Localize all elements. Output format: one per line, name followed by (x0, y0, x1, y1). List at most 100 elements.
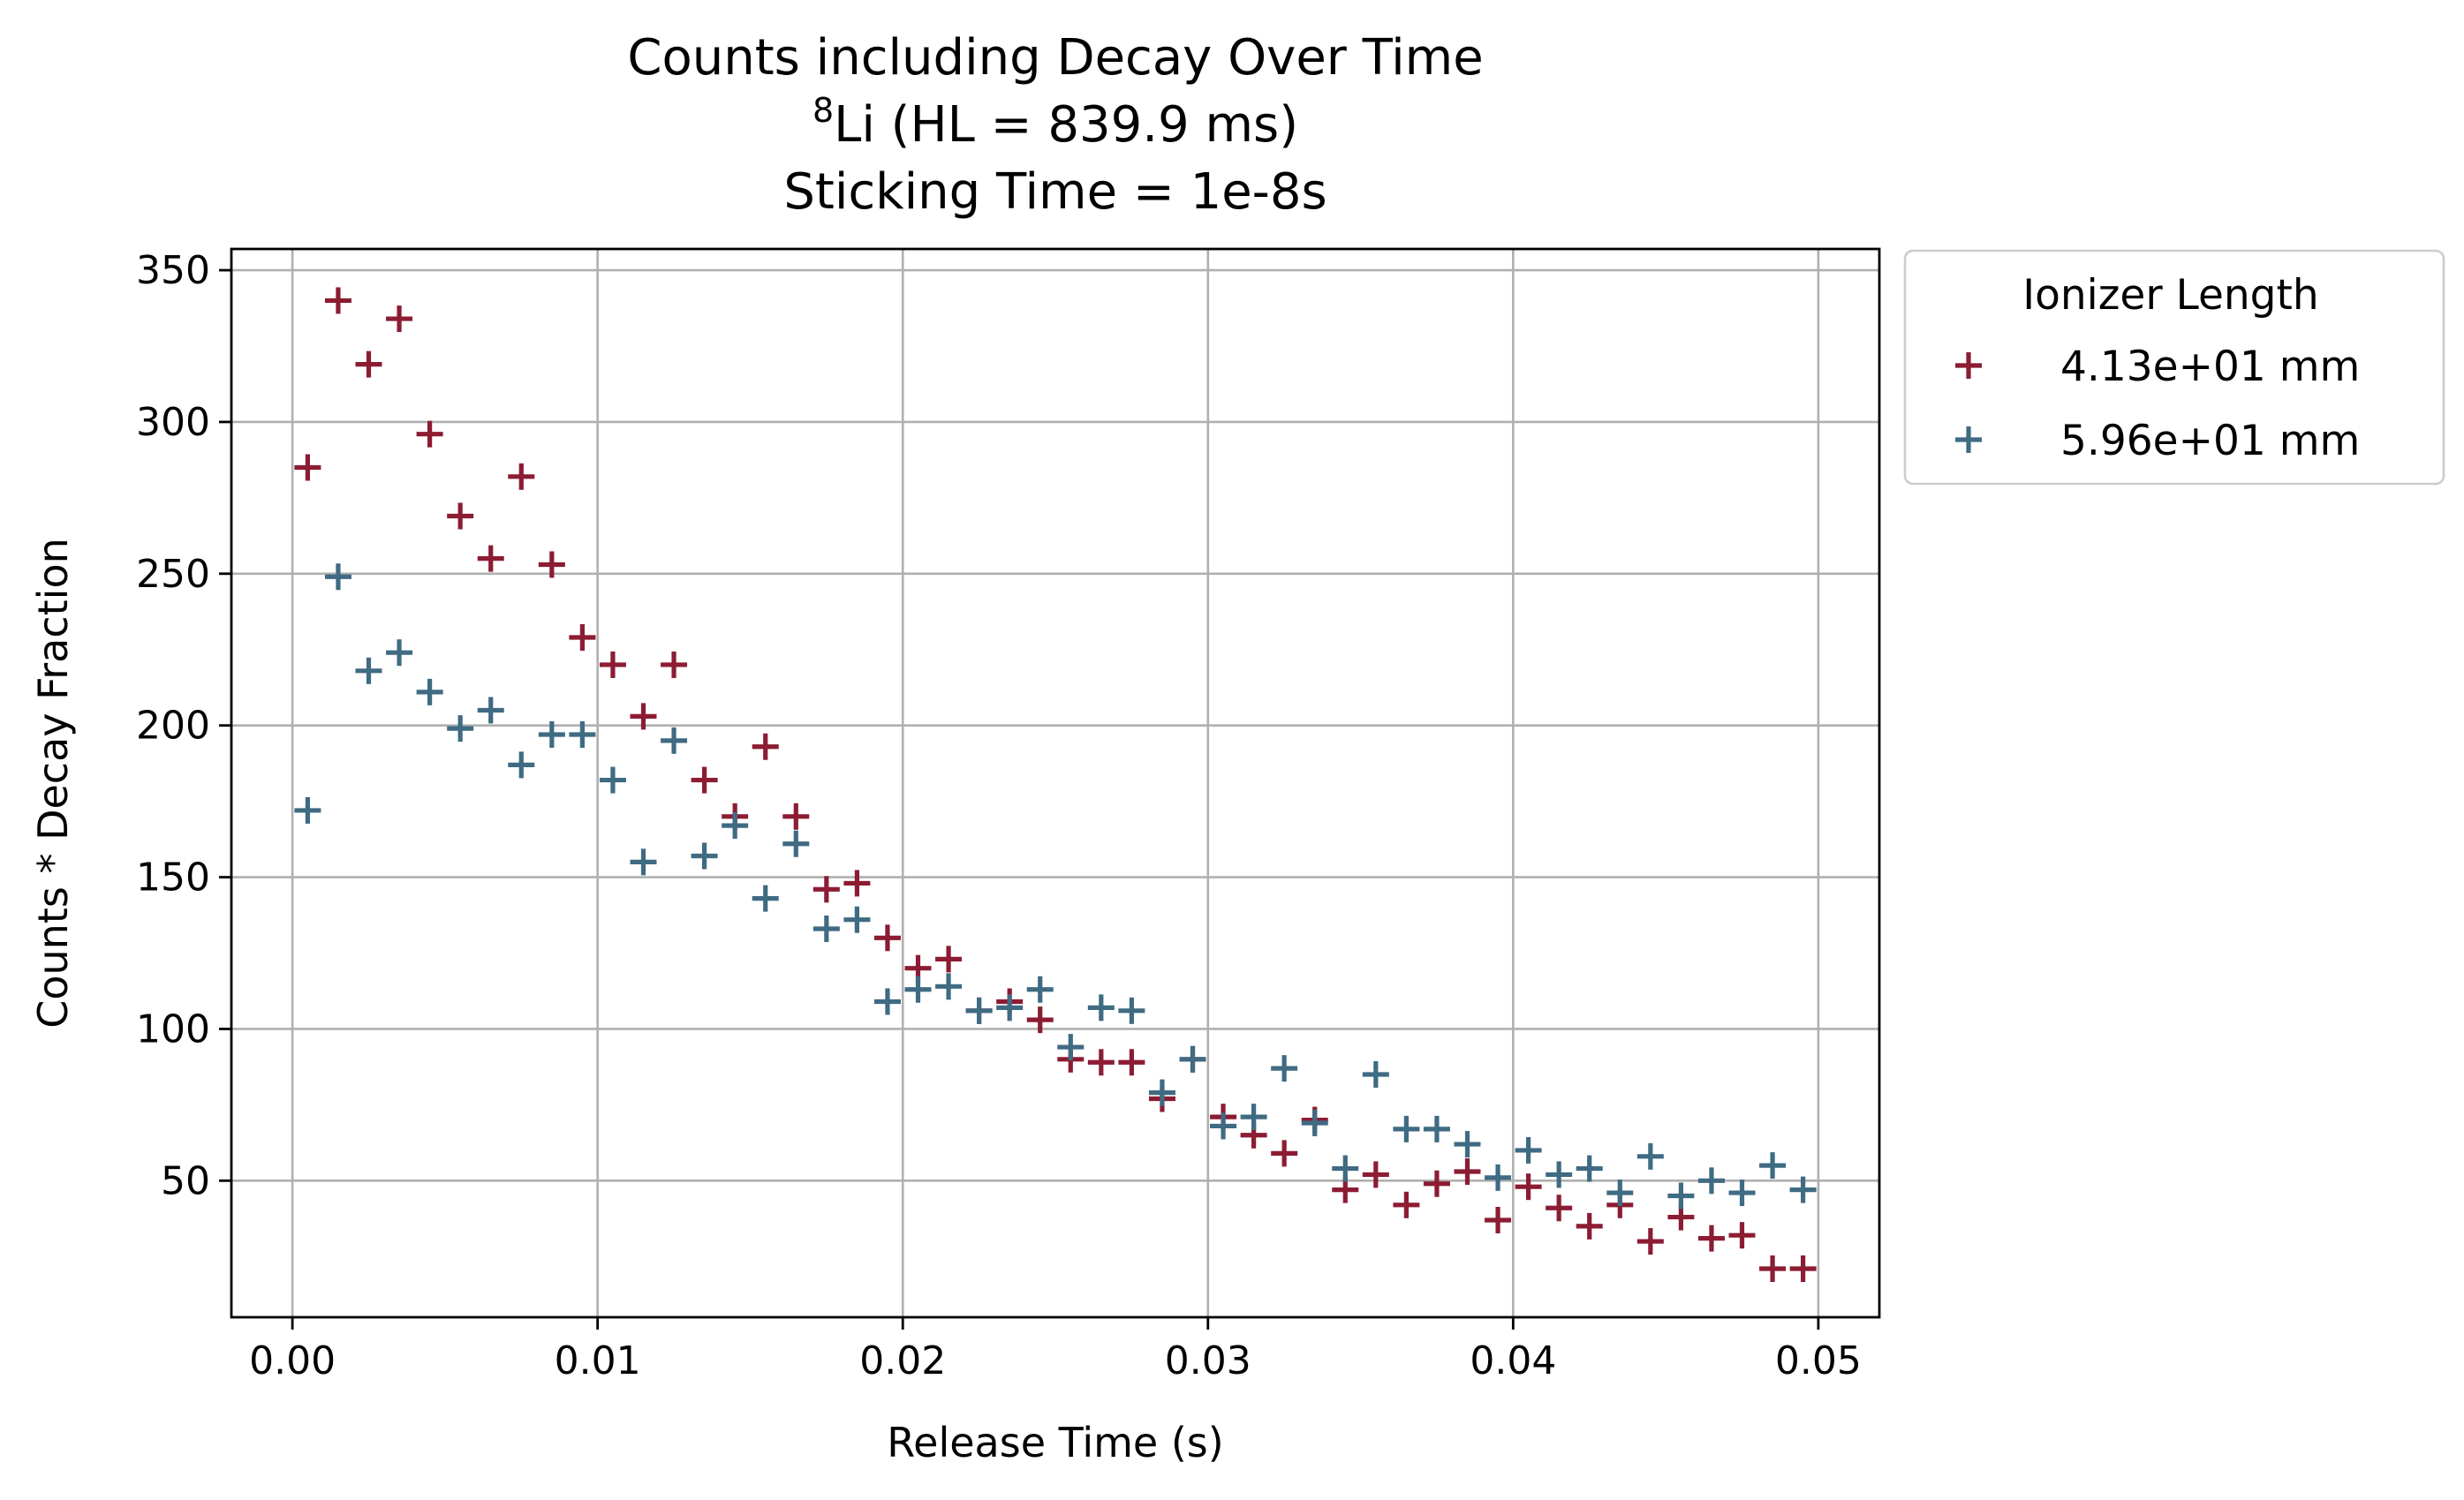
data-point (386, 639, 413, 667)
data-point (1576, 1155, 1603, 1182)
y-axis-label: Counts * Decay Fraction (29, 538, 77, 1028)
data-point (1789, 1176, 1817, 1203)
data-point (752, 885, 779, 912)
data-point (1697, 1167, 1725, 1195)
data-point (569, 721, 596, 748)
data-point (996, 994, 1024, 1021)
data-point (1423, 1170, 1450, 1197)
chart-title-line: Counts including Decay Over Time (627, 29, 1483, 87)
data-point (1515, 1136, 1542, 1164)
legend-title: Ionizer Length (2022, 271, 2318, 320)
data-point (1240, 1104, 1267, 1131)
data-point (1636, 1228, 1664, 1255)
data-point (661, 651, 688, 678)
x-tick-label: 0.05 (1775, 1338, 1862, 1383)
data-point (294, 796, 321, 824)
data-point (1423, 1115, 1450, 1142)
data-point (1728, 1180, 1756, 1207)
data-point (752, 733, 779, 760)
data-point (447, 715, 474, 742)
data-point (538, 721, 565, 748)
data-point (1454, 1131, 1481, 1158)
series-1 (294, 287, 1817, 1282)
data-point (873, 924, 901, 952)
y-tick-label: 50 (161, 1158, 210, 1203)
data-point (538, 551, 565, 578)
data-point (661, 727, 688, 754)
y-tick-label: 150 (136, 856, 210, 901)
legend-marker (1955, 426, 1982, 453)
data-point (355, 657, 382, 684)
data-point (416, 420, 443, 448)
title-superscript: 8 (813, 91, 834, 130)
legend: Ionizer Length 4.13e+01 mm 5.96e+01 mm (1903, 249, 2445, 486)
data-point (1179, 1045, 1206, 1073)
data-point (1026, 1006, 1054, 1034)
data-point (1393, 1115, 1420, 1142)
chart-title-line: Sticking Time = 1e-8s (783, 163, 1326, 221)
legend-label: 4.13e+01 mm (2060, 343, 2360, 391)
data-point (1789, 1255, 1817, 1282)
data-point (1667, 1182, 1695, 1210)
data-point (873, 988, 901, 1015)
axis-ticks: 0.00 0.01 0.02 0.03 0.04 0.05 50 100 150 200 250 30… (136, 248, 1862, 1383)
legend-item: 4.13e+01 mm (1955, 343, 2360, 391)
data-point (1148, 1079, 1175, 1106)
data-point (1546, 1161, 1573, 1188)
plot-frame (230, 247, 1881, 1319)
y-tick-label: 300 (136, 400, 210, 445)
x-tick-label: 0.01 (555, 1338, 641, 1383)
data-point (782, 830, 810, 857)
data-point (1728, 1222, 1756, 1249)
data-point (569, 624, 596, 651)
y-tick-label: 100 (136, 1006, 210, 1052)
data-point (294, 454, 321, 481)
data-point (1393, 1191, 1420, 1218)
legend-box (1903, 249, 2445, 486)
data-point (1332, 1155, 1359, 1182)
data-point (508, 751, 535, 779)
data-point (935, 973, 963, 1000)
data-point (1485, 1164, 1512, 1191)
data-point (1362, 1061, 1389, 1088)
legend-item: 5.96e+01 mm (1955, 417, 2360, 465)
x-tick-label: 0.02 (859, 1338, 946, 1383)
data-point (1636, 1142, 1664, 1170)
data-point (1362, 1161, 1389, 1188)
data-point (630, 703, 657, 730)
data-point (1118, 997, 1145, 1024)
y-tick-label: 250 (136, 552, 210, 597)
x-tick-label: 0.04 (1470, 1338, 1556, 1383)
data-point (1576, 1212, 1603, 1240)
x-tick-label: 0.00 (249, 1338, 336, 1383)
data-point (1759, 1255, 1787, 1282)
legend-label: 5.96e+01 mm (2060, 417, 2360, 465)
data-point (843, 906, 871, 933)
data-point (782, 803, 810, 830)
data-point (1118, 1049, 1145, 1076)
data-point (324, 563, 351, 591)
data-point (355, 351, 382, 378)
data-point (1210, 1112, 1237, 1140)
data-point (965, 997, 993, 1024)
data-point (691, 766, 718, 794)
legend-marker (1955, 352, 1982, 379)
data-point (935, 946, 963, 973)
data-point (1271, 1055, 1298, 1082)
x-axis-label: Release Time (s) (887, 1419, 1223, 1466)
grid (231, 249, 1879, 1317)
data-point (1087, 994, 1115, 1021)
data-point (386, 305, 413, 333)
data-point (1271, 1140, 1298, 1167)
data-point (447, 502, 474, 530)
data-point (1057, 1034, 1085, 1061)
data-point (1485, 1207, 1512, 1233)
data-point (599, 651, 626, 678)
data-point (691, 842, 718, 870)
data-point (416, 678, 443, 705)
data-point (324, 287, 351, 314)
data-point (813, 916, 840, 942)
data-point (843, 870, 871, 897)
